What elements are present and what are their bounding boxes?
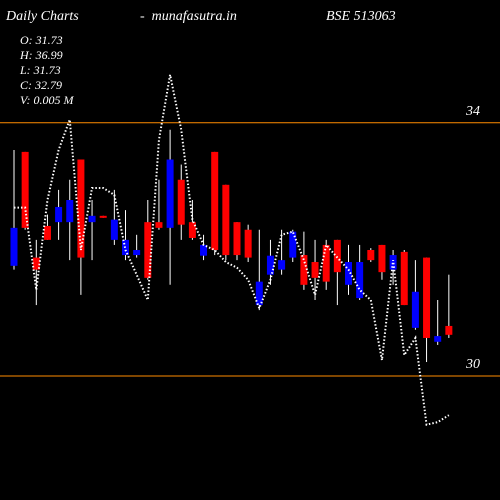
- candle-body: [423, 257, 431, 338]
- candle-body: [300, 255, 308, 285]
- info: O: 31.73: [20, 33, 63, 47]
- candle-body: [88, 215, 96, 223]
- candle-body: [144, 222, 152, 278]
- chart-title: Daily Charts: [5, 9, 79, 24]
- candle-body: [445, 325, 453, 335]
- candle-body: [322, 244, 330, 282]
- info: V: 0.005 M: [20, 93, 75, 107]
- candle-body: [188, 222, 196, 238]
- candle-body: [266, 255, 274, 275]
- candle-body: [311, 262, 319, 278]
- candle-body: [211, 151, 219, 250]
- candle-body: [233, 222, 241, 256]
- candle-body: [177, 179, 185, 225]
- candle-body: [289, 231, 297, 258]
- info: C: 32.79: [20, 78, 62, 92]
- candle-body: [55, 206, 63, 223]
- candle-body: [378, 244, 386, 273]
- symbol: BSE 513063: [326, 9, 396, 24]
- y-tick-label: 30: [465, 357, 480, 372]
- candle-body: [333, 239, 341, 273]
- candle-body: [166, 159, 174, 228]
- info: H: 36.99: [19, 48, 63, 62]
- candle-body: [21, 151, 29, 228]
- site: - munafasutra.in: [140, 9, 237, 24]
- candle-body: [367, 250, 375, 261]
- dotted-line: [14, 74, 450, 426]
- candle-body: [99, 215, 107, 218]
- candle-body: [43, 225, 51, 240]
- info: L: 31.73: [19, 63, 61, 77]
- candle-body: [32, 257, 40, 270]
- candle-body: [434, 336, 442, 342]
- candle-body: [155, 222, 163, 228]
- candle-body: [278, 260, 286, 270]
- candle-body: [411, 291, 419, 328]
- candle-body: [133, 250, 141, 256]
- y-tick-label: 34: [465, 104, 480, 119]
- candle-body: [77, 159, 85, 258]
- candle-body: [255, 281, 263, 306]
- candle-body: [400, 251, 408, 306]
- candle-body: [345, 262, 352, 285]
- candle-body: [110, 219, 118, 240]
- candle-body: [66, 200, 74, 223]
- candle-body: [356, 262, 364, 299]
- candle-body: [244, 229, 252, 258]
- candle-body: [389, 255, 397, 270]
- candle-body: [200, 244, 208, 256]
- candle-body: [222, 184, 230, 256]
- candle-body: [10, 227, 18, 266]
